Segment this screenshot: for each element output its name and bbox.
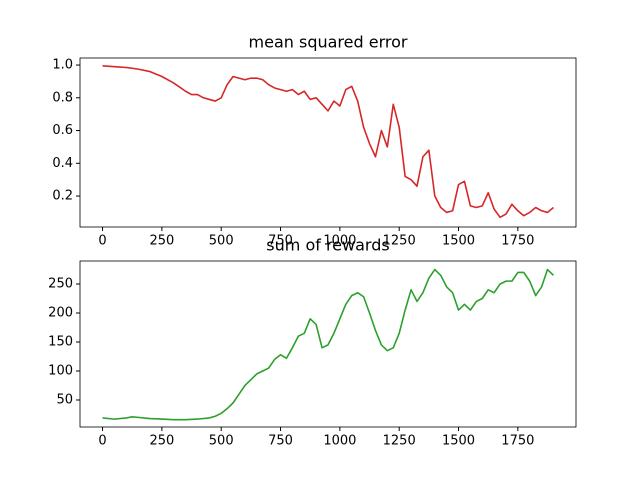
x-tick-label: 250 (149, 234, 174, 249)
x-tick-label: 500 (209, 234, 234, 249)
chart-title: mean squared error (249, 33, 408, 52)
y-tick-label: 100 (48, 363, 73, 378)
y-tick-label: 1.0 (52, 58, 73, 73)
x-tick-label: 0 (98, 234, 106, 249)
data-line (102, 268, 555, 421)
y-tick-label: 0.6 (52, 123, 73, 138)
x-tick-label: 1000 (323, 434, 356, 449)
chart-title: sum of rewards (266, 236, 389, 255)
x-tick-label: 1500 (442, 434, 475, 449)
x-tick-label: 1000 (323, 234, 356, 249)
x-tick-label: 250 (149, 434, 174, 449)
x-tick-label: 750 (268, 234, 293, 249)
axes-frame (79, 260, 577, 428)
y-tick-label: 0.2 (52, 189, 73, 204)
y-tick-label: 50 (56, 392, 73, 407)
data-line (102, 65, 554, 219)
x-tick-label: 750 (268, 434, 293, 449)
x-tick-label: 1250 (383, 234, 416, 249)
y-tick-label: 0.4 (52, 156, 73, 171)
y-tick-label: 250 (48, 277, 73, 292)
x-tick-label: 1500 (442, 234, 475, 249)
x-tick-label: 1750 (501, 434, 534, 449)
y-tick-label: 0.8 (52, 90, 73, 105)
y-tick-label: 200 (48, 306, 73, 321)
axes-frame (79, 57, 577, 228)
x-tick-label: 500 (209, 434, 234, 449)
x-tick-label: 1750 (501, 234, 534, 249)
y-tick-label: 150 (48, 334, 73, 349)
x-tick-label: 0 (98, 434, 106, 449)
x-tick-label: 1250 (383, 434, 416, 449)
